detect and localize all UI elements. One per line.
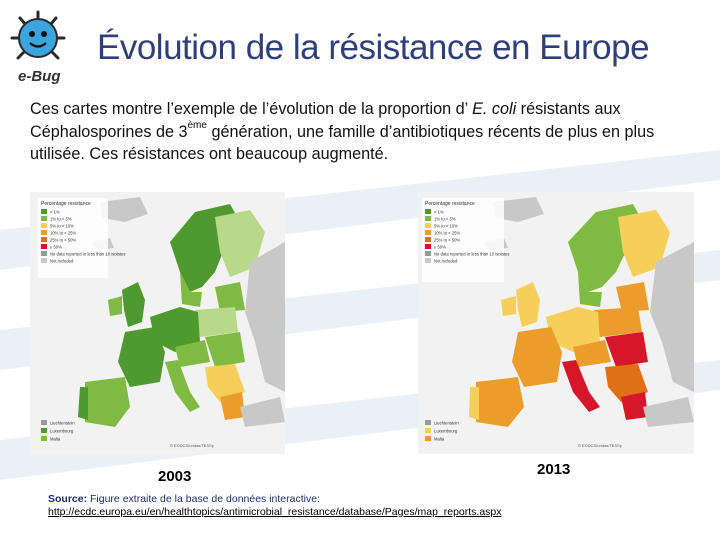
legend-swatch bbox=[425, 258, 431, 263]
source-text: Figure extraite de la base de données in… bbox=[87, 493, 320, 505]
logo-text: e-Bug bbox=[18, 68, 61, 85]
legend-swatch bbox=[41, 223, 47, 228]
small-state-label: Liechtenstein bbox=[50, 421, 75, 426]
legend-label: < 1% bbox=[50, 210, 60, 215]
legend-swatch bbox=[41, 237, 47, 242]
legend-swatch bbox=[425, 230, 431, 235]
legend-label: ≥ 50% bbox=[50, 245, 62, 250]
legend-label: 1% to < 5% bbox=[434, 217, 456, 222]
legend-label: ≥ 50% bbox=[434, 245, 446, 250]
source-label: Source: bbox=[48, 493, 88, 505]
legend-label: < 1% bbox=[434, 210, 444, 215]
legend-label: 10% to < 25% bbox=[50, 231, 76, 236]
map-copyright-right: © ECDC/Dundas/TESSy bbox=[578, 443, 622, 448]
description-part3: génération, une famille d’antibiotiques … bbox=[30, 122, 655, 164]
legend-label: Not included bbox=[50, 259, 74, 264]
legend-swatch bbox=[41, 258, 47, 263]
small-state-label: Luxembourg bbox=[434, 429, 458, 434]
legend-label: 10% to < 25% bbox=[434, 231, 460, 236]
legend-label: 25% to < 50% bbox=[434, 238, 460, 243]
small-states-left: Liechtenstein Luxembourg Malta bbox=[41, 420, 75, 442]
description-part2: résistants aux Céphalosporines de 3 bbox=[30, 100, 621, 141]
legend-left: Percentage resistance < 1% 1% to < 5% 5%… bbox=[38, 198, 125, 278]
page-title: Évolution de la résistance en Europe bbox=[97, 28, 650, 67]
bug-mascot-icon bbox=[10, 10, 66, 60]
europe-map-2003: Percentage resistance < 1% 1% to < 5% 5%… bbox=[30, 192, 285, 454]
legend-swatch bbox=[425, 237, 431, 242]
source-link[interactable]: http://ecdc.europa.eu/en/healthtopics/an… bbox=[48, 506, 502, 518]
legend-swatch bbox=[425, 251, 431, 256]
e-bug-logo: e-Bug bbox=[8, 8, 78, 88]
legend-swatch bbox=[425, 216, 431, 221]
year-label-2003: 2003 bbox=[158, 468, 192, 485]
legend-swatch bbox=[41, 209, 47, 214]
legend-label: 1% to < 5% bbox=[50, 217, 72, 222]
legend-title-right: Percentage resistance bbox=[425, 201, 475, 207]
small-state-label: Liechtenstein bbox=[434, 421, 459, 426]
legend-label: No data reported or less than 10 isolate… bbox=[434, 252, 509, 257]
small-state-label: Malta bbox=[50, 437, 61, 442]
species-name: E. coli bbox=[472, 100, 517, 118]
legend-label: 25% to < 50% bbox=[50, 238, 76, 243]
year-label-2013: 2013 bbox=[537, 461, 571, 478]
description-part1: Ces cartes montre l’exemple de l’évoluti… bbox=[30, 100, 473, 118]
description-sup: ème bbox=[187, 119, 207, 131]
europe-map-2013: Percentage resistance < 1% 1% to < 5% 5%… bbox=[418, 192, 694, 454]
legend-label: 5% to < 10% bbox=[50, 224, 74, 229]
small-state-label: Malta bbox=[434, 437, 445, 442]
legend-swatch bbox=[41, 230, 47, 235]
legend-swatch bbox=[41, 244, 47, 249]
legend-swatch bbox=[425, 223, 431, 228]
legend-swatch bbox=[425, 209, 431, 214]
description: Ces cartes montre l’exemple de l’évoluti… bbox=[30, 98, 670, 166]
map-copyright-left: © ECDC/Dundas/TESSy bbox=[170, 443, 214, 448]
legend-label: No data reported or less than 10 isolate… bbox=[50, 252, 125, 257]
legend-swatch bbox=[425, 244, 431, 249]
legend-right: Percentage resistance < 1% 1% to < 5% 5%… bbox=[422, 198, 509, 282]
legend-title-left: Percentage resistance bbox=[41, 201, 91, 207]
legend-swatch bbox=[41, 251, 47, 256]
legend-label: 5% to < 10% bbox=[434, 224, 458, 229]
legend-label: Not included bbox=[434, 259, 458, 264]
legend-swatch bbox=[41, 216, 47, 221]
small-states-right: Liechtenstein Luxembourg Malta bbox=[425, 420, 459, 442]
source-citation: Source: Figure extraite de la base de do… bbox=[48, 493, 608, 519]
small-state-label: Luxembourg bbox=[50, 429, 74, 434]
